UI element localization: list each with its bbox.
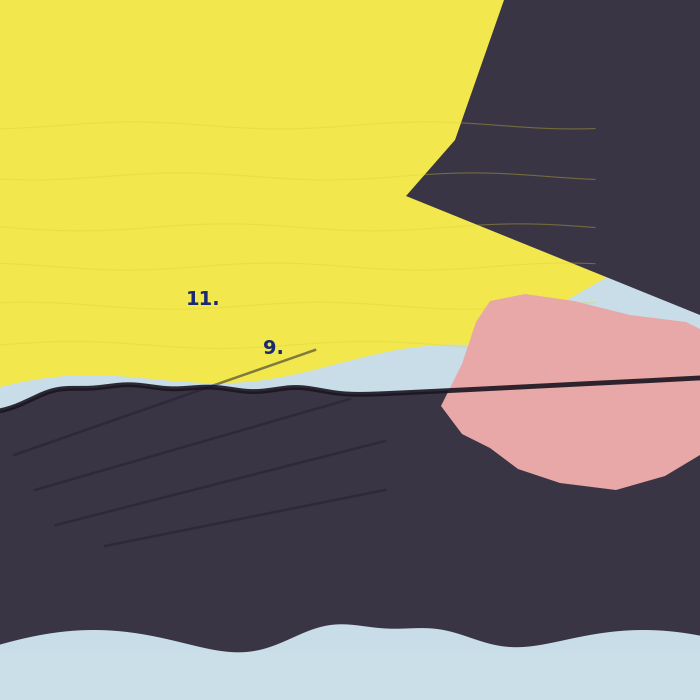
Text: 11.: 11. (186, 290, 220, 309)
Polygon shape (406, 0, 700, 315)
Polygon shape (0, 0, 700, 392)
Polygon shape (441, 294, 700, 490)
Text: 9.: 9. (262, 339, 284, 358)
Polygon shape (0, 378, 700, 652)
